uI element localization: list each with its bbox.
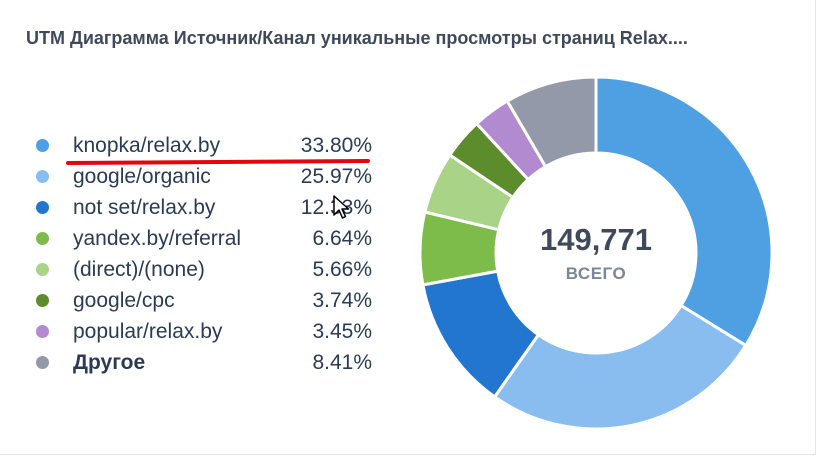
- legend-percent: 8.41%: [312, 350, 372, 374]
- legend-percent: 6.64%: [312, 226, 372, 250]
- legend-label: google/cpc: [73, 288, 175, 312]
- legend-item[interactable]: Другое 8.41%: [36, 347, 372, 378]
- chart-title: UTM Диаграмма Источник/Канал уникальные …: [26, 28, 688, 48]
- legend-item[interactable]: google/organic 25.97%: [36, 161, 372, 192]
- donut-slice[interactable]: [492, 303, 748, 431]
- legend-label: popular/relax.by: [73, 319, 223, 343]
- total-value: 149,771: [539, 222, 653, 257]
- legend-percent: 33.80%: [300, 133, 372, 157]
- total-label: ВСЕГО: [565, 264, 627, 283]
- legend-item[interactable]: knopka/relax.by 33.80%: [36, 130, 372, 161]
- legend-dot-icon: [36, 356, 49, 369]
- legend-dot-icon: [36, 294, 49, 307]
- legend-percent: 3.45%: [312, 319, 372, 343]
- legend-item[interactable]: not set/relax.by12.33%: [36, 192, 372, 223]
- donut-slice[interactable]: [505, 75, 598, 169]
- legend-label: Другое: [73, 350, 146, 374]
- legend-dot-icon: [36, 263, 49, 276]
- mouse-cursor-icon: [333, 195, 350, 219]
- legend-label: not set/relax.by: [73, 195, 216, 219]
- legend-label: knopka/relax.by: [73, 133, 221, 157]
- legend-dot-icon: [36, 170, 49, 183]
- legend-percent: 3.74%: [312, 288, 372, 312]
- legend-label: (direct)/(none): [73, 257, 205, 281]
- legend-percent: 25.97%: [300, 164, 372, 188]
- legend-item[interactable]: popular/relax.by 3.45%: [36, 316, 372, 347]
- legend-label: yandex.by/referral: [73, 226, 242, 250]
- legend-dot-icon: [36, 325, 49, 338]
- legend-item[interactable]: yandex.by/referral 6.64%: [36, 223, 372, 254]
- legend-item[interactable]: google/cpc 3.74%: [36, 285, 372, 316]
- legend-dot-icon: [36, 201, 49, 214]
- legend-item[interactable]: (direct)/(none) 5.66%: [36, 254, 372, 285]
- legend-dot-icon: [36, 232, 49, 245]
- legend-label: google/organic: [73, 164, 211, 188]
- donut-slice[interactable]: [594, 75, 774, 348]
- legend-percent: 5.66%: [312, 257, 372, 281]
- legend-dot-icon: [36, 139, 49, 152]
- legend: knopka/relax.by 33.80% google/organic 25.97…: [36, 130, 372, 378]
